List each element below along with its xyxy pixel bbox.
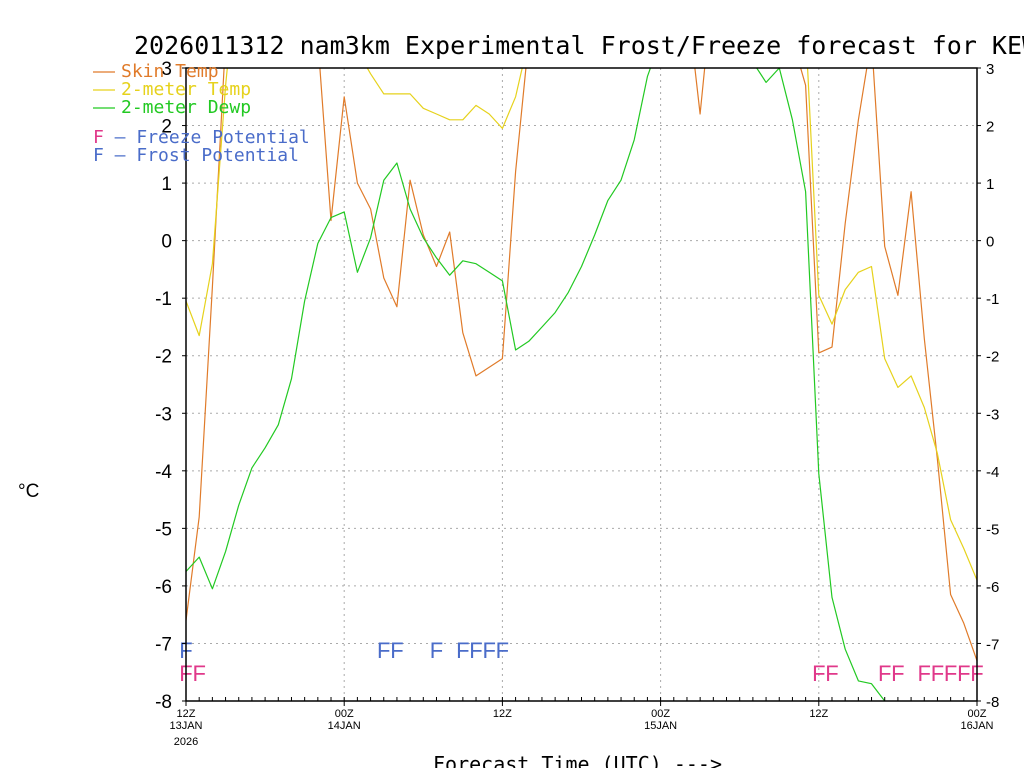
potential-legend-text: – Frost Potential: [104, 145, 299, 166]
y-tick-label-right: -5: [986, 521, 999, 538]
freeze-flag: F: [931, 661, 944, 686]
y-tick-label: -4: [155, 462, 172, 483]
legend-label: Skin Temp: [121, 61, 219, 82]
chart-title: 2026011312 nam3km Experimental Frost/Fre…: [134, 31, 1024, 60]
legend-label: 2-meter Dewp: [121, 97, 251, 118]
y-tick-label: -8: [155, 692, 172, 713]
y-tick-label: 1: [161, 174, 172, 195]
y-tick-label: 2: [161, 117, 172, 138]
y-tick-label: -7: [155, 634, 172, 655]
x-tick-label: 00Z: [968, 708, 987, 720]
y-tick-label: 3: [161, 59, 172, 80]
y-tick-label: -6: [155, 577, 172, 598]
potential-legend-text: – Freeze Potential: [104, 127, 310, 148]
y-axis-label: °C: [18, 481, 39, 502]
frost-flag: F: [456, 638, 469, 663]
x-tick-date: 14JAN: [328, 720, 361, 732]
y-tick-label-right: 3: [986, 61, 994, 78]
series-line-2-meter-dewp: [186, 68, 886, 701]
freeze-flag: F: [918, 661, 931, 686]
potential-flags: F F F F F F F FF F F F F F F F F F F: [179, 638, 983, 686]
freeze-flag: F: [878, 661, 891, 686]
plot-frame: [185, 67, 978, 702]
frost-flag: F: [496, 638, 509, 663]
frost-flag: F: [377, 638, 390, 663]
y-tick-label-right: 2: [986, 119, 994, 136]
frost-flag: F: [469, 638, 482, 663]
x-tick-date: 13JAN: [169, 720, 202, 732]
freeze-flag: F: [891, 661, 904, 686]
y-tick-label: -3: [155, 404, 172, 425]
x-tick-label: 12Z: [493, 708, 512, 720]
series-line-2-meter-temp: [186, 68, 977, 581]
x-tick-label: 00Z: [651, 708, 670, 720]
frost-flag: F: [482, 638, 495, 663]
y-tick-label: -5: [155, 519, 172, 540]
y-tick-label: 0: [161, 232, 172, 253]
legend-label: 2-meter Temp: [121, 79, 251, 100]
freeze-flag: F: [812, 661, 825, 686]
potential-legend-letter: F: [93, 145, 104, 166]
potential-legend-letter: F: [93, 127, 104, 148]
x-tick-year: 2026: [174, 736, 198, 748]
series-line-skin-temp: [186, 68, 977, 661]
grid: [186, 68, 977, 701]
y-tick-label-right: -6: [986, 579, 999, 596]
y-axis-right: -8 -7 -6 -5 -4 -3 -2 -1 0 1 2 3: [977, 61, 999, 711]
freeze-flag: F: [957, 661, 970, 686]
x-tick-date: 16JAN: [960, 720, 993, 732]
potential-legend-item: F – Frost Potential: [93, 145, 299, 166]
y-tick-label-right: -1: [986, 291, 999, 308]
x-tick-label: 00Z: [335, 708, 354, 720]
y-tick-label-right: -3: [986, 406, 999, 423]
frost-flag: F: [390, 638, 403, 663]
y-tick-label-right: 0: [986, 234, 994, 251]
y-tick-label-right: -8: [986, 694, 999, 711]
freeze-flag: F: [944, 661, 957, 686]
frost-flag: F: [430, 638, 443, 663]
potential-legend-item: F – Freeze Potential: [93, 127, 310, 148]
freeze-flag: F: [192, 661, 205, 686]
y-tick-label-right: -2: [986, 349, 999, 366]
x-axis-label: Forecast Time (UTC) --->: [433, 752, 722, 768]
x-tick-date: 15JAN: [644, 720, 677, 732]
x-tick-label: 12Z: [809, 708, 828, 720]
y-tick-label: -1: [155, 289, 172, 310]
y-tick-label-right: -4: [986, 464, 999, 481]
y-tick-label: -2: [155, 347, 172, 368]
freeze-flag: F: [825, 661, 838, 686]
x-tick-label: 12Z: [177, 708, 196, 720]
y-axis-left: -8 -7 -6 -5 -4 -3 -2 -1 0 1 2 3: [155, 59, 186, 713]
y-tick-label-right: -7: [986, 636, 999, 653]
y-tick-label-right: 1: [986, 176, 994, 193]
series-layer: [186, 68, 977, 701]
